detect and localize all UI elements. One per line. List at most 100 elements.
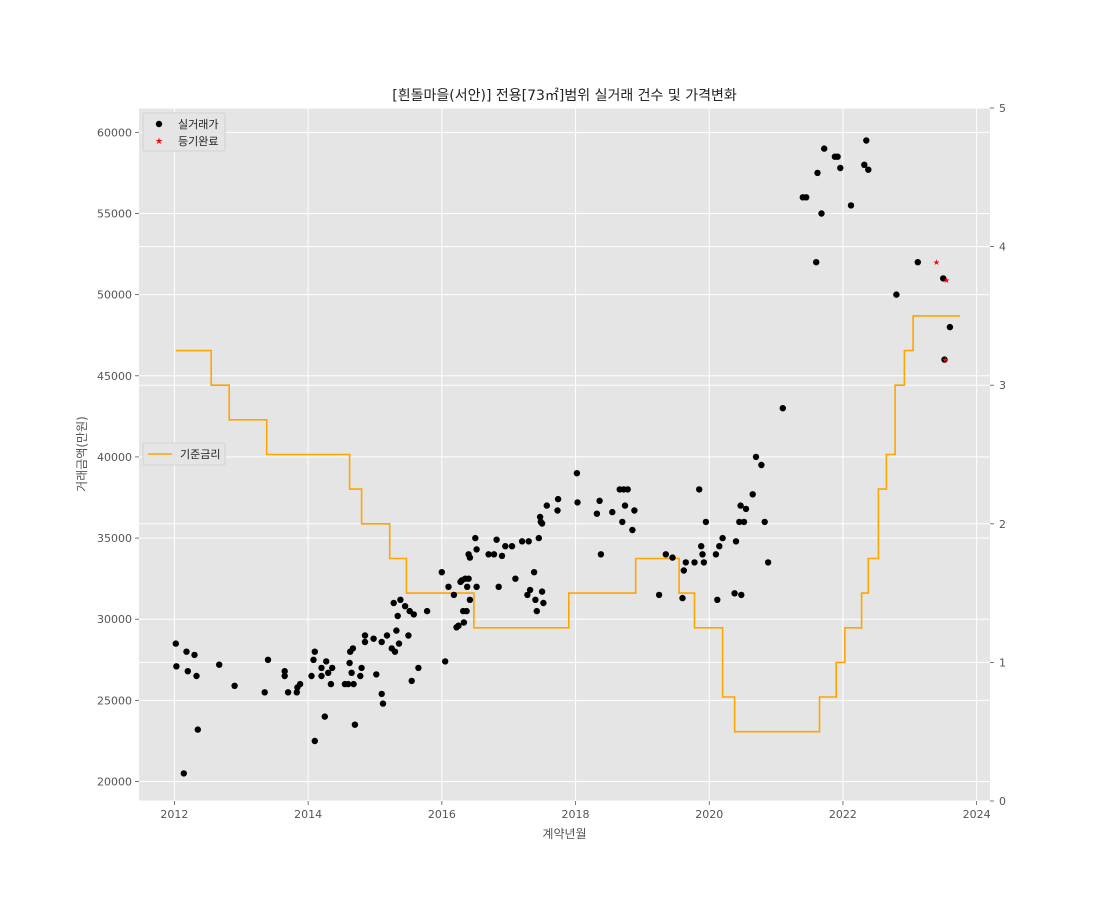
trade-point — [940, 275, 947, 282]
y2-tick-label: 0 — [999, 795, 1006, 808]
trade-point — [264, 656, 272, 663]
trade-point — [861, 161, 868, 168]
trade-point — [538, 520, 546, 527]
legend-trade-marker — [155, 120, 163, 128]
trade-point — [401, 603, 409, 610]
trade-point — [361, 638, 369, 646]
trade-point — [180, 770, 187, 777]
trade-point — [655, 591, 663, 599]
trade-point — [596, 497, 603, 504]
trade-point — [554, 507, 561, 514]
trade-point — [395, 640, 403, 647]
trade-point — [346, 659, 353, 667]
trade-point — [473, 546, 480, 553]
trade-point — [311, 737, 318, 745]
trade-point — [821, 145, 828, 152]
rate-step-line — [175, 315, 960, 733]
trade-point — [629, 526, 636, 534]
legend-lower-box — [142, 442, 226, 466]
y-tick-label: 50000 — [97, 289, 132, 302]
trade-point — [490, 551, 498, 558]
trade-point — [183, 648, 190, 655]
trade-point — [533, 607, 540, 615]
trade-point — [502, 543, 509, 550]
trade-point — [310, 656, 317, 663]
trade-point — [736, 518, 743, 526]
trade-point — [631, 507, 638, 514]
trade-point — [379, 700, 387, 707]
trade-point — [554, 495, 562, 503]
trade-point — [699, 551, 706, 558]
trade-point — [349, 645, 357, 652]
y-tick-label: 35000 — [97, 532, 132, 545]
x-tick-label: 2024 — [963, 808, 991, 821]
trade-point — [378, 690, 385, 698]
trade-point — [391, 648, 399, 655]
trade-point — [508, 543, 516, 550]
trade-point — [696, 486, 703, 493]
trade-point — [455, 622, 462, 629]
trade-point — [535, 534, 542, 542]
y-axis-label: 거래금액(만원) — [75, 416, 89, 492]
trade-point — [383, 632, 391, 639]
grid — [139, 107, 990, 802]
trade-point — [512, 575, 519, 582]
trade-point — [318, 672, 325, 680]
trade-point — [311, 648, 318, 655]
y2-tick-label: 2 — [999, 518, 1006, 531]
trade-point — [914, 259, 921, 266]
y-tick-label: 60000 — [97, 126, 132, 139]
trade-point — [813, 259, 820, 266]
trade-point — [609, 508, 616, 516]
legend-lower: 기준금리 — [142, 442, 226, 466]
trade-point — [737, 502, 744, 509]
trade-point — [532, 596, 539, 603]
trade-point — [525, 538, 532, 545]
trade-point — [323, 658, 330, 665]
trade-point — [493, 536, 500, 543]
trade-point — [669, 554, 676, 561]
trade-point — [410, 611, 417, 618]
y-tick-label: 45000 — [97, 370, 132, 383]
trade-point — [231, 682, 238, 689]
trade-point — [680, 567, 687, 574]
trade-point — [731, 590, 738, 597]
trade-point — [370, 635, 377, 642]
trade-point — [803, 194, 810, 201]
y-tick-label: 25000 — [97, 694, 132, 707]
trade-point — [700, 559, 708, 566]
trade-point — [473, 583, 480, 590]
trade-point — [194, 726, 201, 733]
legend-upper: 실거래가 ★ 등기완료 — [142, 112, 226, 152]
trade-point — [397, 596, 404, 603]
trade-point — [184, 668, 191, 675]
legend-registered-label: 등기완료 — [178, 135, 218, 148]
trade-point — [485, 551, 492, 558]
trade-point — [442, 658, 449, 665]
trade-point — [679, 594, 686, 602]
registered-point: ★ — [943, 276, 950, 285]
trade-point — [749, 491, 756, 498]
trade-point — [779, 405, 786, 412]
trade-point — [296, 680, 304, 688]
trade-point — [742, 505, 750, 513]
trade-point — [327, 680, 335, 688]
trade-point — [712, 551, 720, 558]
trade-point — [865, 166, 872, 173]
trade-point — [573, 470, 581, 477]
trade-point — [946, 323, 954, 331]
trade-point — [345, 680, 352, 688]
trade-point — [438, 569, 445, 576]
y2-tick-label: 4 — [999, 241, 1006, 254]
registered-point: ★ — [942, 356, 949, 365]
trade-point — [216, 661, 223, 668]
x-tick-label: 2022 — [829, 808, 857, 821]
legend-registered-marker: ★ — [155, 137, 163, 147]
trade-point — [764, 559, 772, 566]
trade-point — [318, 664, 325, 672]
trade-series — [172, 137, 954, 777]
trade-point — [621, 502, 629, 509]
y-tick-label: 30000 — [97, 613, 132, 626]
trade-point — [472, 534, 479, 542]
